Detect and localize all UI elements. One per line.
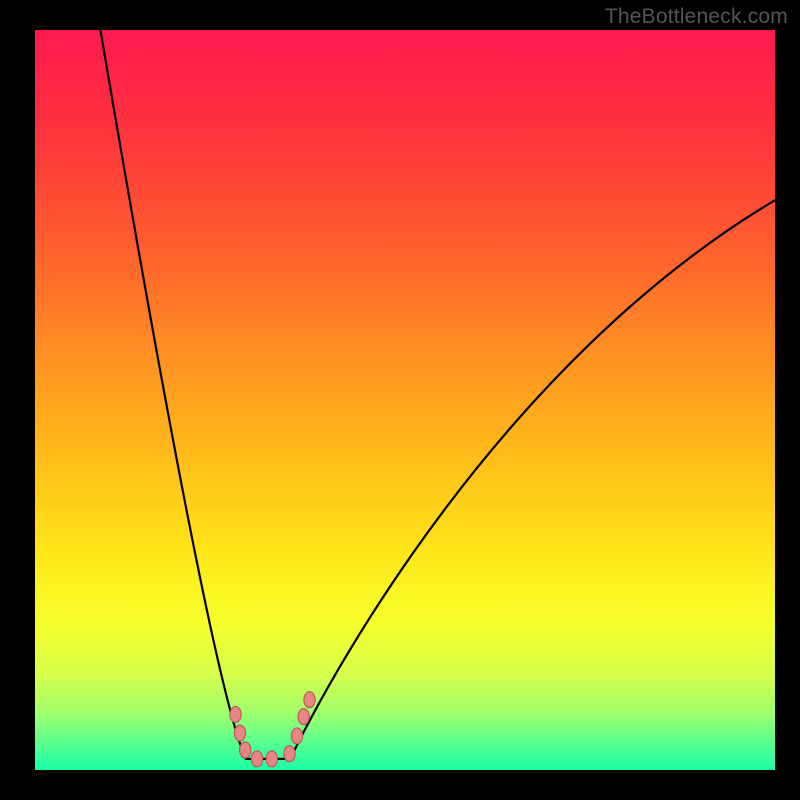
curve-marker	[234, 725, 245, 741]
curve-marker	[284, 746, 295, 762]
curve-marker	[291, 728, 302, 744]
watermark-text: TheBottleneck.com	[605, 5, 788, 29]
plot-svg	[35, 30, 775, 770]
curve-marker	[298, 709, 309, 725]
curve-marker	[251, 751, 262, 767]
curve-marker	[304, 692, 315, 708]
curve-marker	[240, 742, 251, 758]
plot-area	[35, 30, 775, 770]
curve-marker	[266, 751, 277, 767]
curve-marker	[230, 707, 241, 723]
gradient-background	[35, 30, 775, 770]
